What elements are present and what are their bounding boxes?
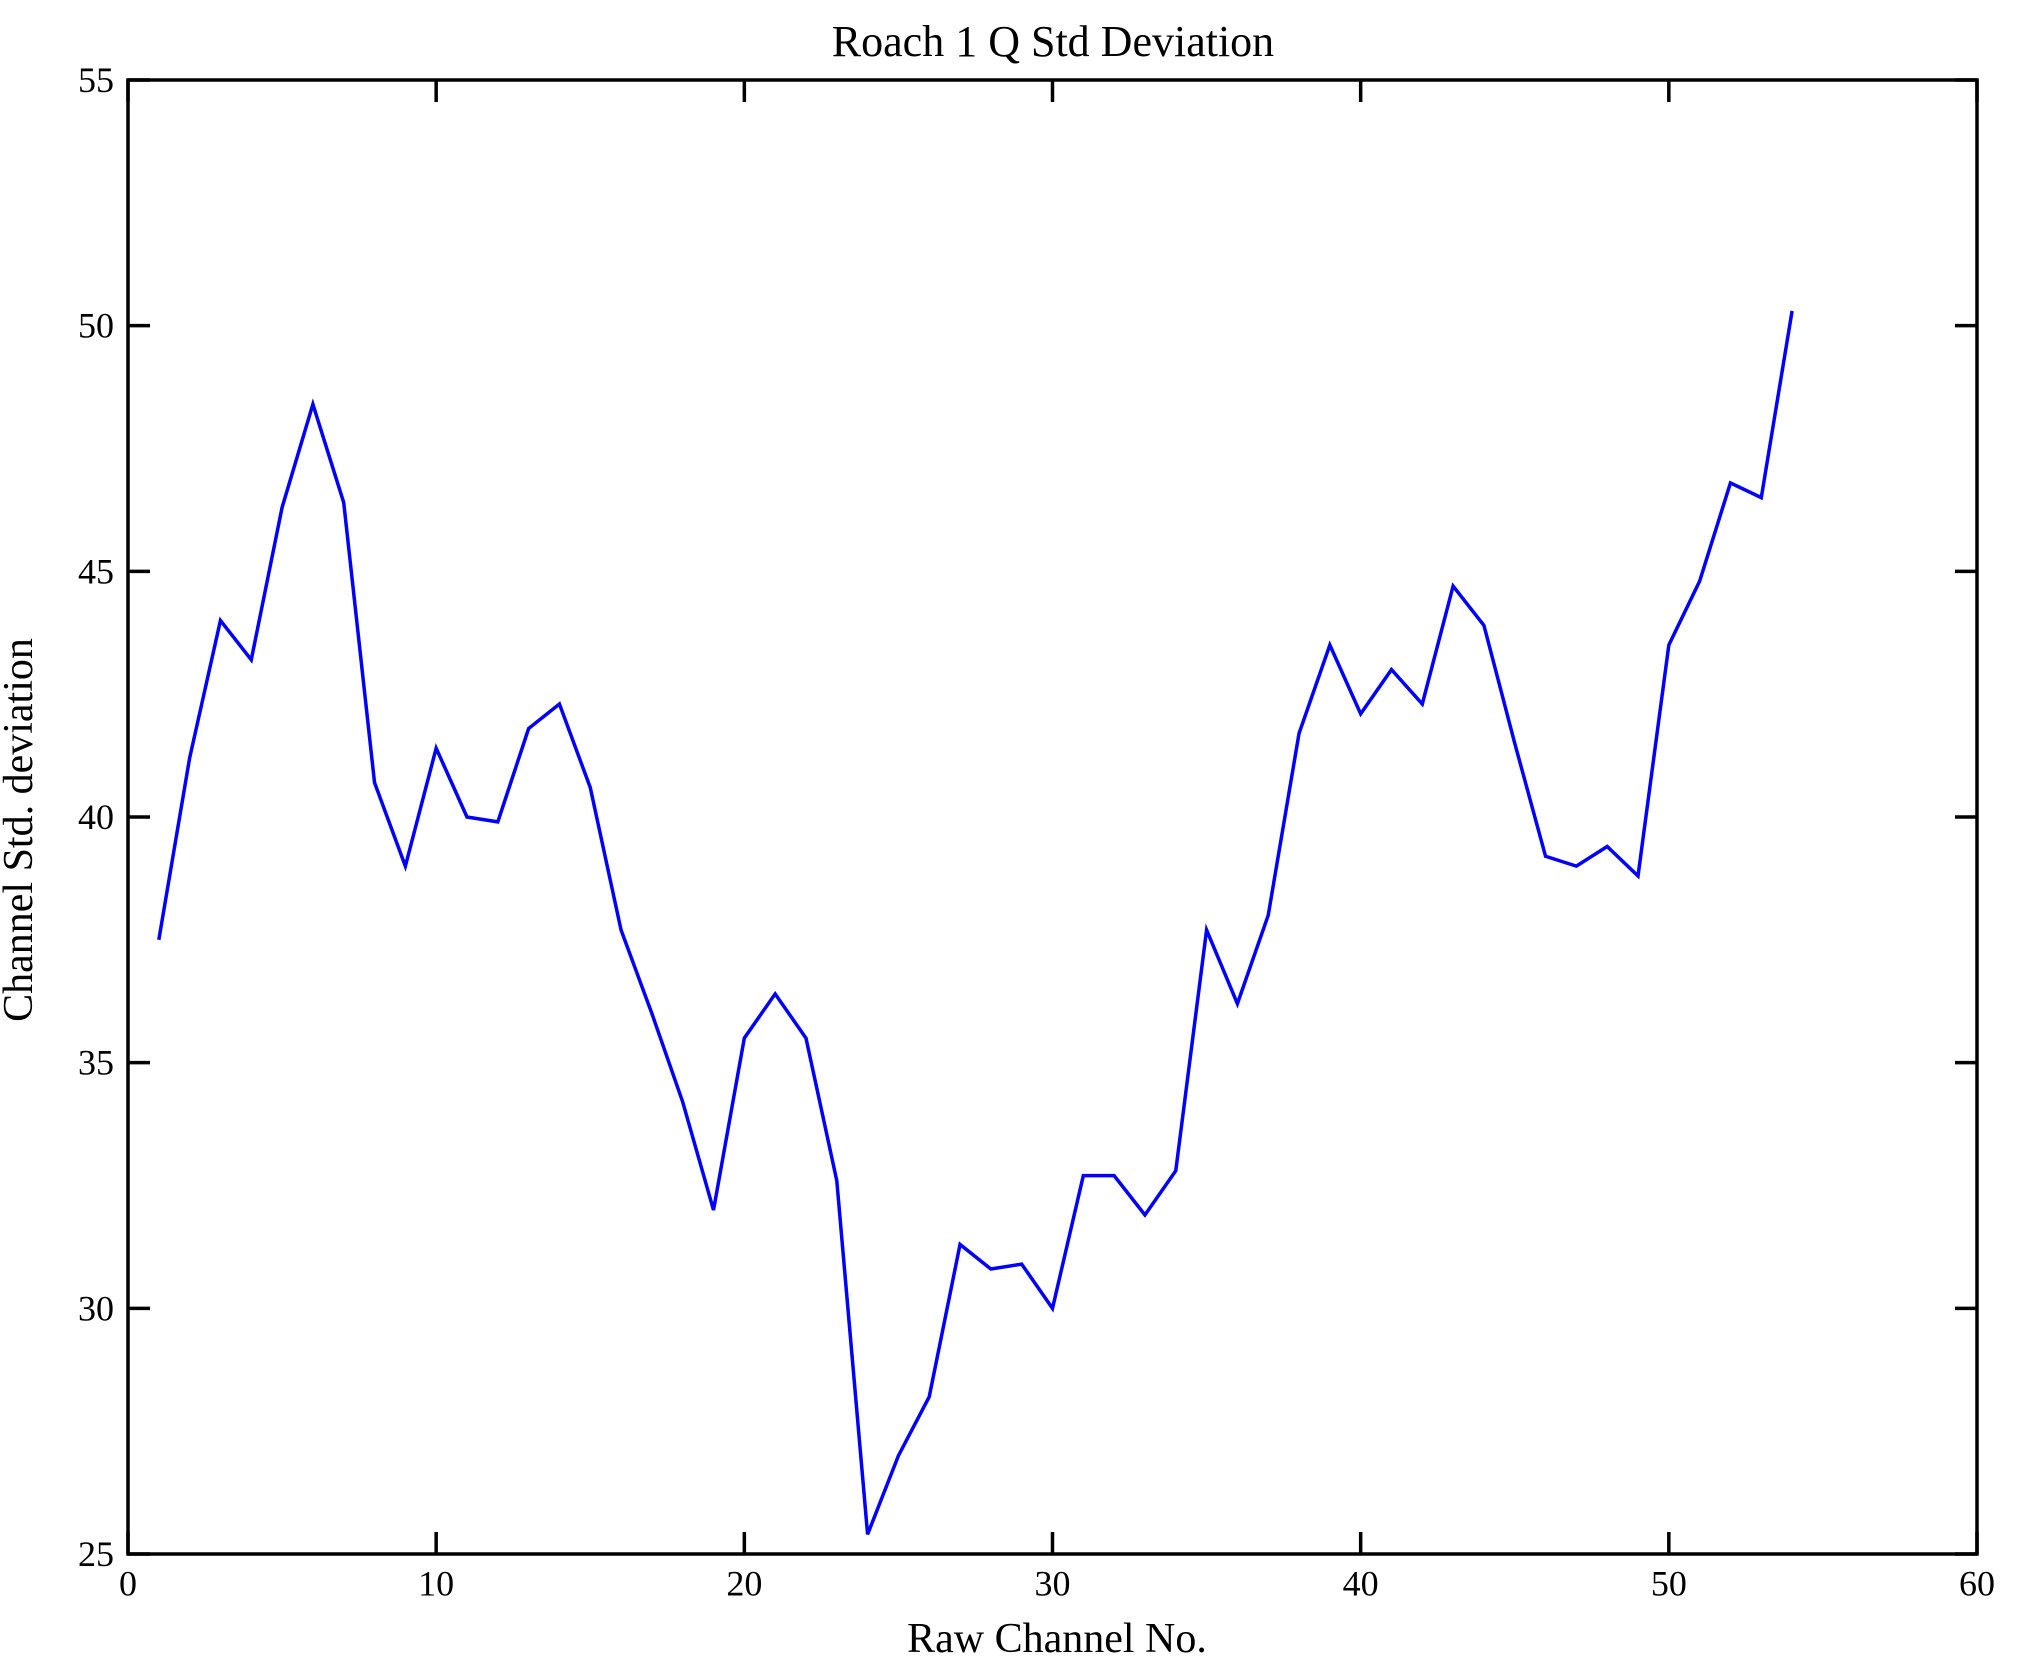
x-tick-label: 40 [1343, 1564, 1379, 1604]
y-tick-label: 30 [78, 1288, 114, 1328]
x-axis-label: Raw Channel No. [907, 1616, 1207, 1662]
x-tick-label: 10 [418, 1564, 454, 1604]
y-tick-label: 25 [78, 1534, 114, 1574]
y-tick-label: 35 [78, 1043, 114, 1083]
y-tick-label: 50 [78, 306, 114, 346]
x-tick-label: 30 [1035, 1564, 1071, 1604]
y-tick-label: 55 [78, 60, 114, 100]
plot-layer: 0 10 20 30 40 50 60 25 30 35 40 45 50 55 [78, 60, 1995, 1604]
x-tick-label: 60 [1959, 1564, 1995, 1604]
x-tick-label: 50 [1651, 1564, 1687, 1604]
x-tick-label: 0 [119, 1564, 137, 1604]
plot-area-border [126, 78, 1979, 1556]
y-tick-label: 45 [78, 551, 114, 591]
chart-title: Roach 1 Q Std Deviation [832, 17, 1274, 66]
data-line [157, 310, 1794, 1535]
x-tick-label: 20 [726, 1564, 762, 1604]
y-axis-label: Channel Std. deviation [0, 638, 42, 1022]
y-tick-label: 40 [78, 797, 114, 837]
